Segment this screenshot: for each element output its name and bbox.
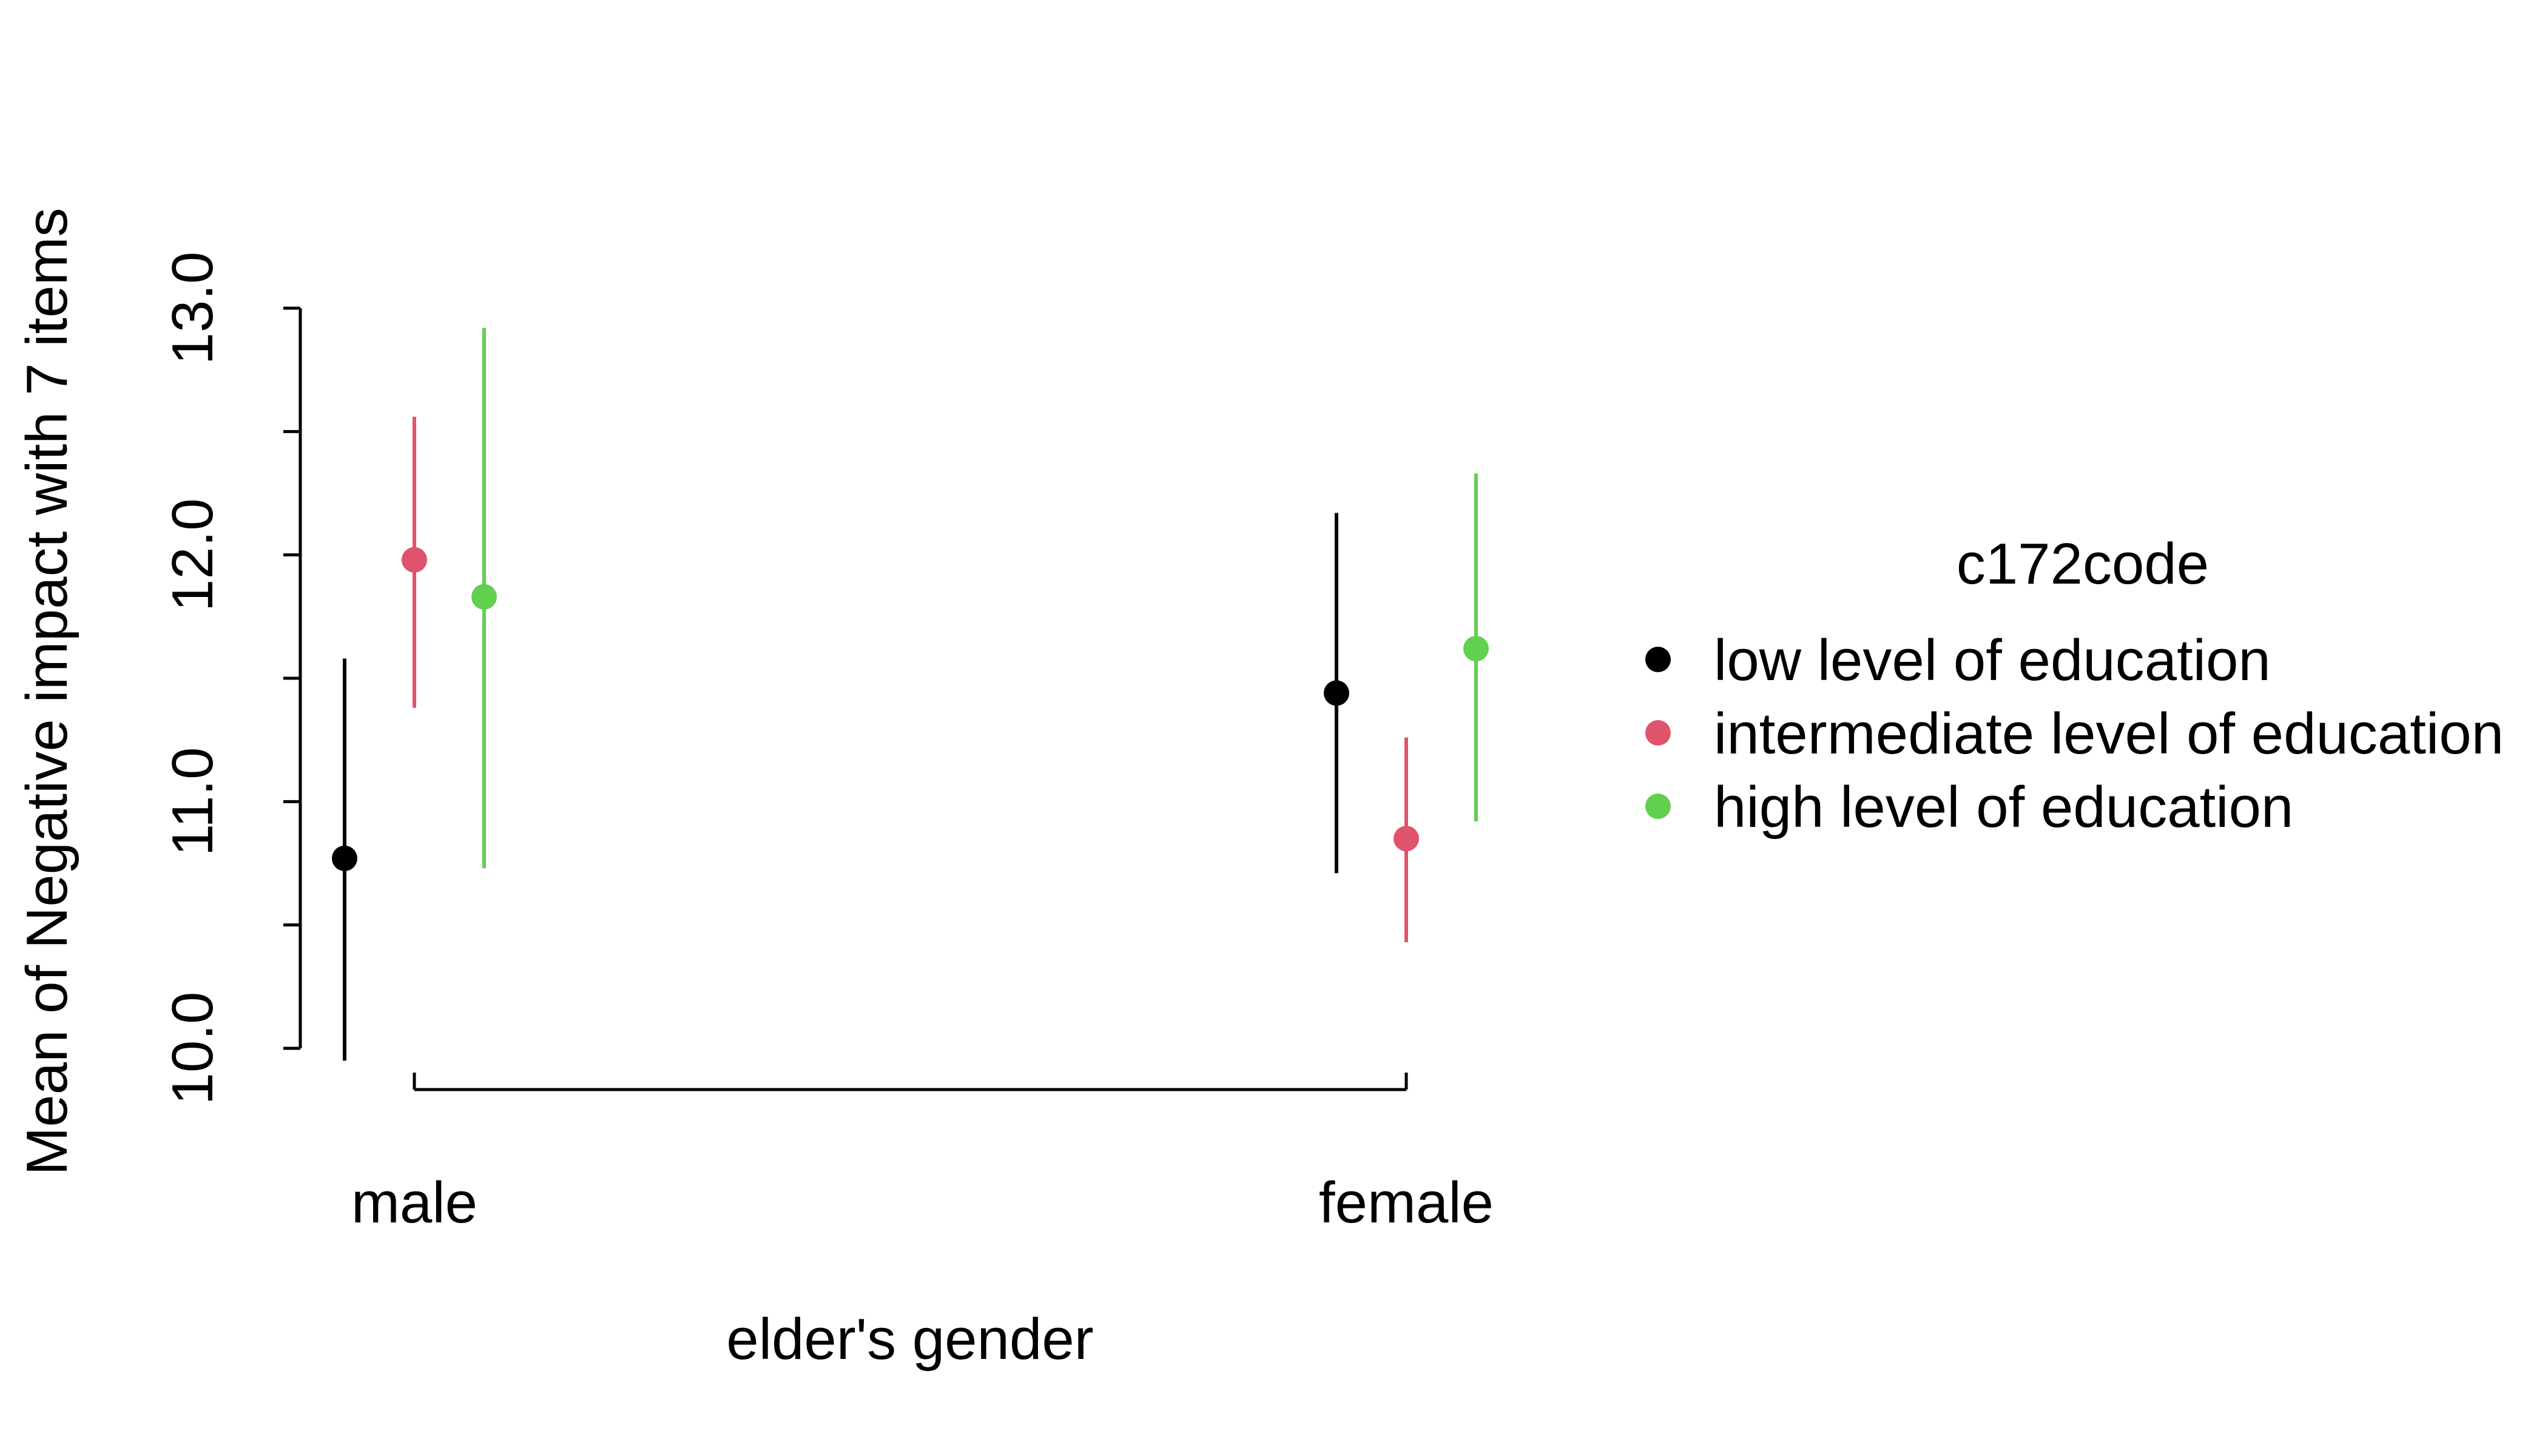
legend-marker xyxy=(1645,720,1671,746)
legend-label: high level of education xyxy=(1714,775,2293,840)
legend-marker xyxy=(1645,647,1671,672)
y-tick-label: 12.0 xyxy=(160,498,225,612)
data-point xyxy=(1463,636,1489,662)
legend-label: low level of education xyxy=(1714,628,2271,693)
data-point xyxy=(1324,680,1349,706)
y-tick-label: 11.0 xyxy=(160,747,225,856)
data-marks xyxy=(332,328,1489,1061)
data-point xyxy=(471,584,497,610)
x-axis-title: elder's gender xyxy=(726,1307,1093,1372)
y-tick-label: 13.0 xyxy=(160,252,225,365)
x-tick-label: male xyxy=(351,1170,477,1235)
y-axis-title: Mean of Negative impact with 7 items xyxy=(15,207,79,1175)
data-point xyxy=(402,547,427,573)
data-point xyxy=(332,845,357,871)
x-tick-label: female xyxy=(1319,1170,1494,1235)
y-tick-label: 10.0 xyxy=(160,992,225,1105)
legend-title: c172code xyxy=(1956,531,2209,596)
legend-marker xyxy=(1645,794,1671,819)
legend: c172code low level of education intermedia… xyxy=(1645,531,2504,840)
legend-label: intermediate level of education xyxy=(1714,701,2504,766)
data-point xyxy=(1394,826,1419,852)
axes: 10.0 11.0 12.0 13.0 male female xyxy=(160,252,1494,1235)
